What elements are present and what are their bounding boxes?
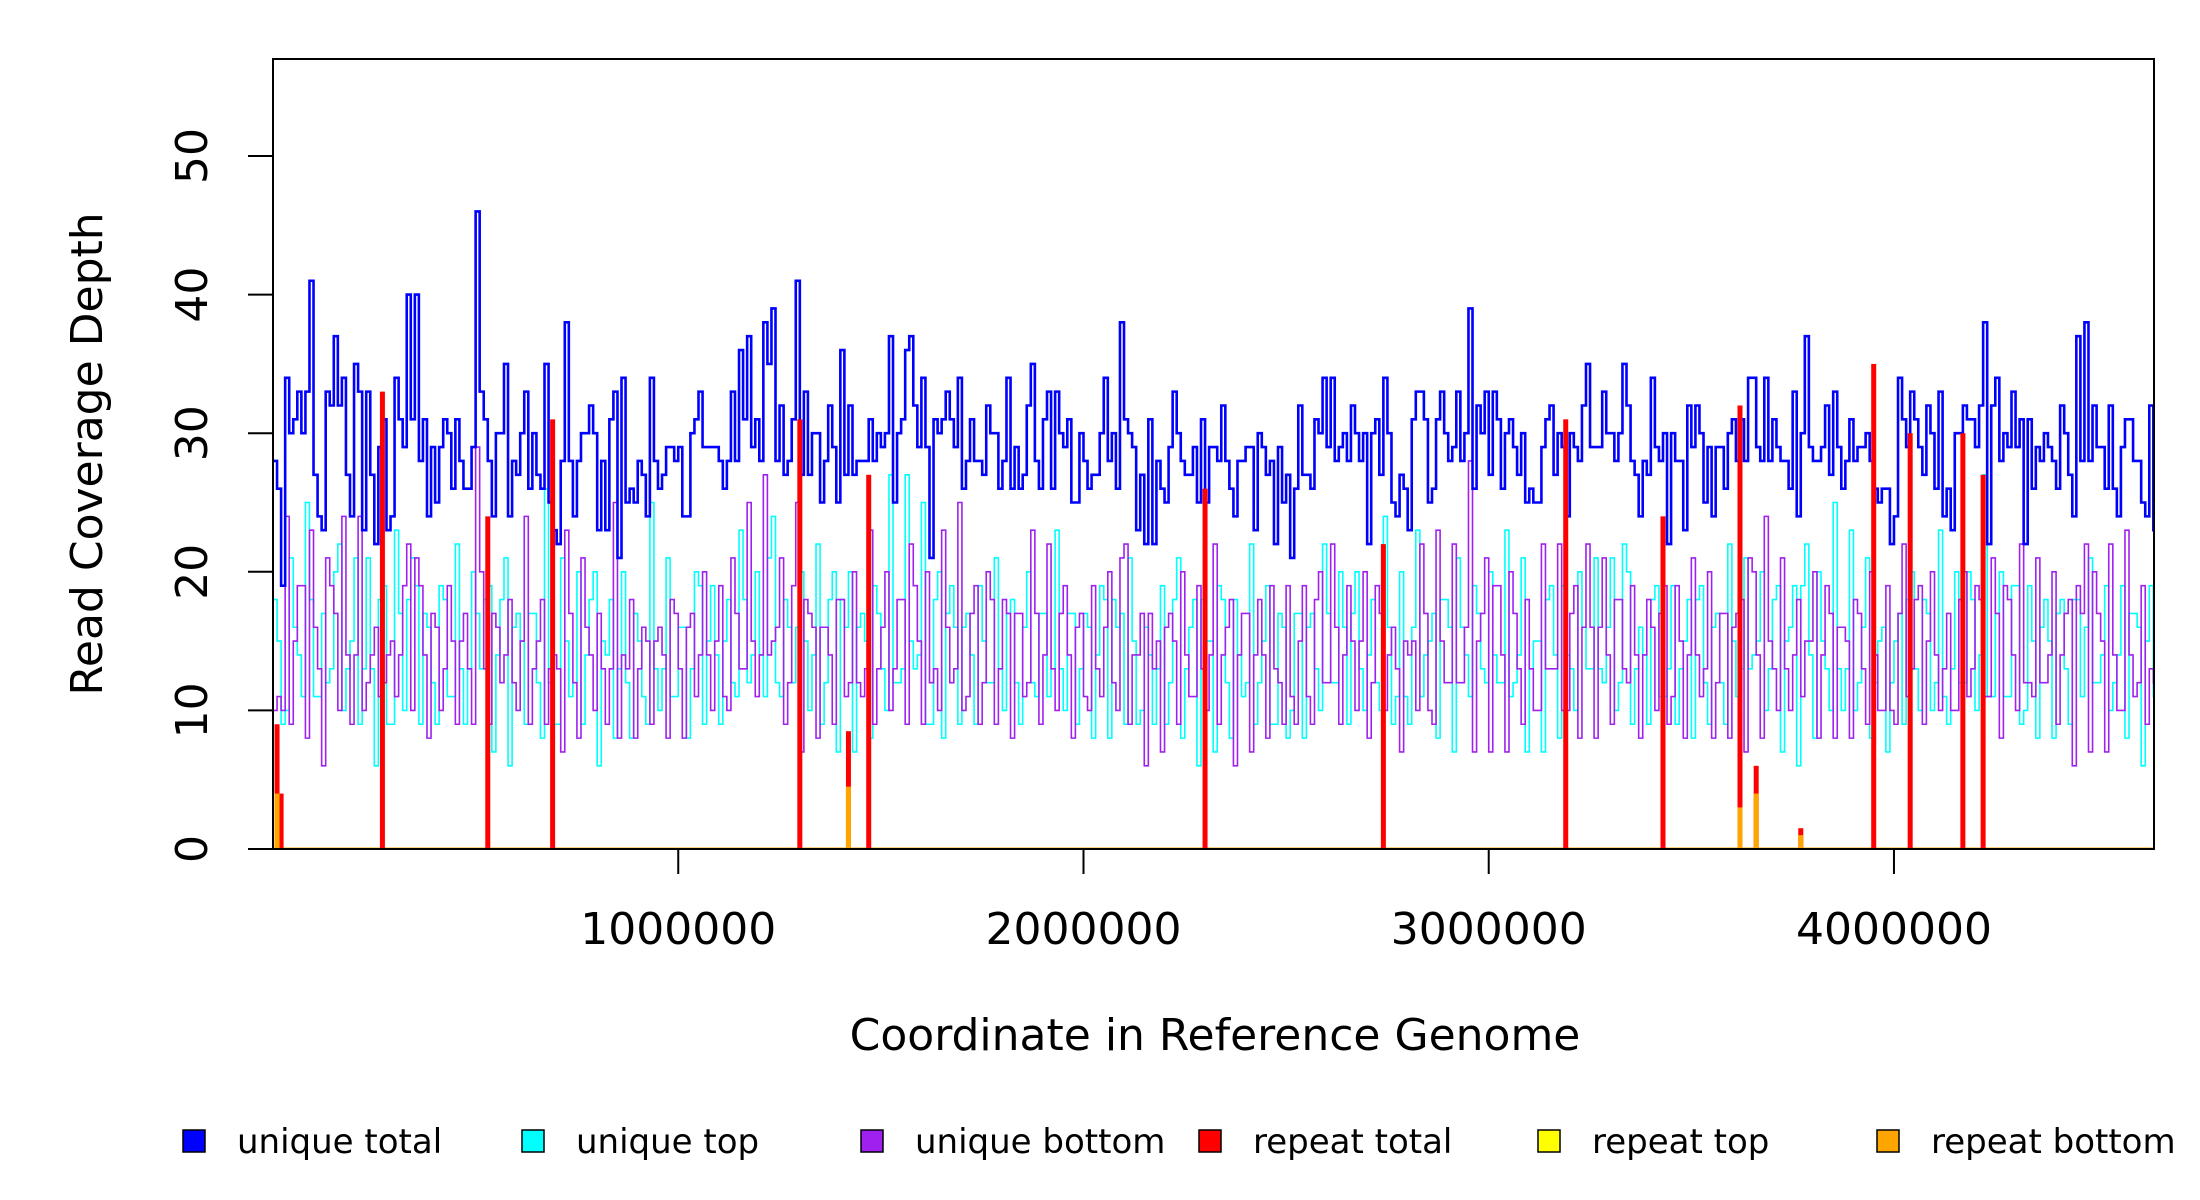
series-repeat-total-spike	[1660, 516, 1666, 849]
series-repeat-total-spike	[278, 793, 284, 849]
series-repeat-total-spike	[550, 419, 556, 849]
y-tick-label: 10	[167, 682, 218, 738]
x-tick-label: 1000000	[580, 904, 776, 955]
y-tick-label: 0	[167, 835, 218, 863]
series-repeat-bottom-spike	[845, 786, 851, 849]
series-repeat-total-spike	[1871, 363, 1877, 849]
y-tick-label: 40	[167, 267, 218, 323]
y-tick-label: 20	[167, 544, 218, 600]
series-unique-total	[273, 210, 2154, 587]
legend-swatch	[521, 1129, 545, 1153]
legend-label: repeat total	[1253, 1122, 1452, 1162]
series-unique-top	[273, 473, 2154, 767]
legend-swatch	[1876, 1129, 1900, 1153]
y-tick-label: 30	[167, 405, 218, 461]
series-repeat-bottom-spike	[1798, 835, 1804, 849]
legend-label: unique top	[576, 1122, 759, 1162]
legend-swatch	[1198, 1129, 1222, 1153]
y-tick-label: 50	[167, 128, 218, 184]
series-repeat-total-spike	[866, 474, 872, 849]
legend: unique total unique top unique bottom repea…	[182, 1122, 2176, 1162]
y-axis-label: Read Coverage Depth	[62, 212, 113, 695]
x-tick-label: 3000000	[1391, 904, 1587, 955]
y-axis: 0 10 20 30 40 50	[167, 128, 274, 863]
series-repeat-bottom-spike	[1737, 807, 1743, 849]
series-repeat-bottom-spike	[1753, 793, 1759, 849]
series-repeat-total-spike	[1563, 419, 1569, 849]
legend-swatch	[1537, 1129, 1561, 1153]
series-repeat-total-spike	[1737, 405, 1743, 849]
series-repeat-total-spike	[1202, 488, 1208, 849]
x-axis-label: Coordinate in Reference Genome	[850, 1010, 1581, 1061]
x-tick-label: 2000000	[986, 904, 1182, 955]
legend-swatch	[182, 1129, 206, 1153]
series-repeat-total-spike	[1980, 474, 1986, 849]
series-repeat-total-spike	[379, 391, 385, 849]
series-repeat-total-spike	[274, 724, 280, 849]
legend-label: repeat top	[1592, 1122, 1769, 1162]
legend-label: unique total	[237, 1122, 442, 1162]
x-tick-label: 4000000	[1796, 904, 1992, 955]
series-repeat-total-spike	[1907, 433, 1913, 849]
x-axis: 1000000 2000000 3000000 4000000	[580, 848, 1992, 955]
series-repeat-total-spike	[797, 419, 803, 849]
plot-area	[273, 210, 2154, 849]
series-repeat-bottom-spike	[274, 793, 280, 849]
series-unique-bottom	[273, 446, 2154, 767]
series-repeat-total-spike	[1960, 433, 1966, 849]
legend-swatch	[860, 1129, 884, 1153]
legend-label: repeat bottom	[1931, 1122, 2176, 1162]
legend-label: unique bottom	[915, 1122, 1165, 1162]
series-repeat-total-spike	[485, 516, 491, 849]
series-repeat-total-spike	[1380, 544, 1386, 849]
